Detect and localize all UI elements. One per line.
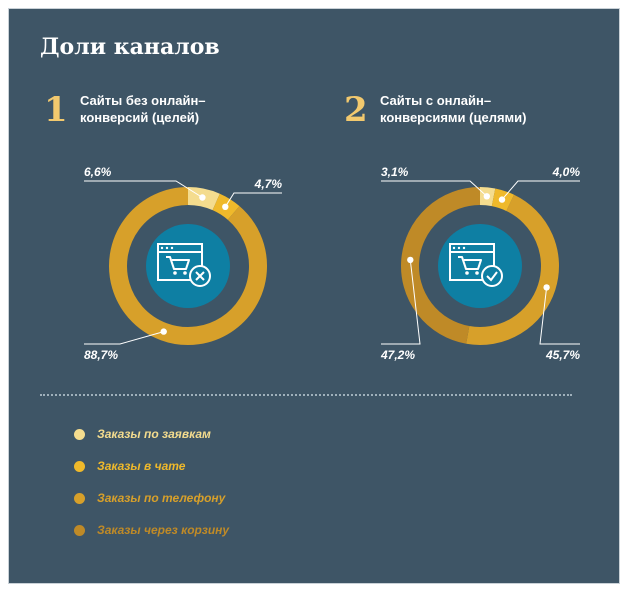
leader-dot-1 [483,193,490,200]
data-label-4: 47,2% [380,348,415,362]
infographic-panel [8,8,620,584]
panel-1-title-line1: Сайты без онлайн– [80,93,206,108]
cart-window-icon [146,224,230,308]
leader-line-2 [501,180,580,200]
data-label-3: 88,7% [84,348,118,362]
legend-item: Заказы по заявкам [74,418,229,450]
leader-dot-3 [543,284,550,291]
leader-line-1 [381,180,488,197]
page-title: Доли каналов [40,34,220,60]
leader-dot-4 [407,256,414,264]
legend-label: Заказы по телефону [97,491,226,505]
panel-1-title: Сайты без онлайн– конверсий (целей) [80,92,206,126]
panel-2-title-line1: Сайты с онлайн– [380,93,492,108]
legend-item: Заказы через корзину [74,514,229,546]
legend-item: Заказы по телефону [74,482,229,514]
panel-1-number: 1 [44,90,68,130]
leader-dot-3 [160,328,167,335]
data-label-2: 4,7% [254,177,283,191]
close-icon [189,265,211,287]
legend-item: Заказы в чате [74,450,229,482]
data-label-3: 45,7% [545,348,580,362]
leader-dot-2 [222,203,229,210]
legend-label: Заказы через корзину [97,523,230,537]
legend-swatch [74,524,85,536]
leader-line-2 [224,192,282,208]
legend-swatch [74,428,85,440]
dotted-divider [40,394,572,396]
leader-dot-2 [498,196,506,203]
data-label-1: 3,1% [381,165,409,179]
leader-line-4 [381,259,421,345]
leader-dot-1 [199,194,206,201]
leader-line-1 [84,180,203,198]
data-label-2: 4,0% [552,165,581,179]
legend: Заказы по заявкам Заказы в чате Заказы по … [74,418,229,546]
donut-chart-1: 6,6% 4,7% 88,7% [84,165,282,362]
check-icon [481,265,503,287]
legend-swatch [74,492,85,504]
panel-2-title: Сайты с онлайн– конверсиями (целями) [380,92,526,126]
panel-1-title-line2: конверсий (целей) [80,110,200,125]
legend-label: Заказы в чате [97,459,186,473]
panel-2-title-line2: конверсиями (целями) [380,110,527,125]
donut-chart-2: 3,1% 4,0% 45,7% 47,2% [380,165,580,362]
leader-line-3 [539,287,580,345]
panel-2-number: 2 [344,90,368,130]
leader-line-3 [84,331,164,345]
legend-swatch [74,460,85,472]
legend-label: Заказы по заявкам [97,427,211,441]
data-label-1: 6,6% [84,165,112,179]
cart-window-icon [438,224,522,308]
